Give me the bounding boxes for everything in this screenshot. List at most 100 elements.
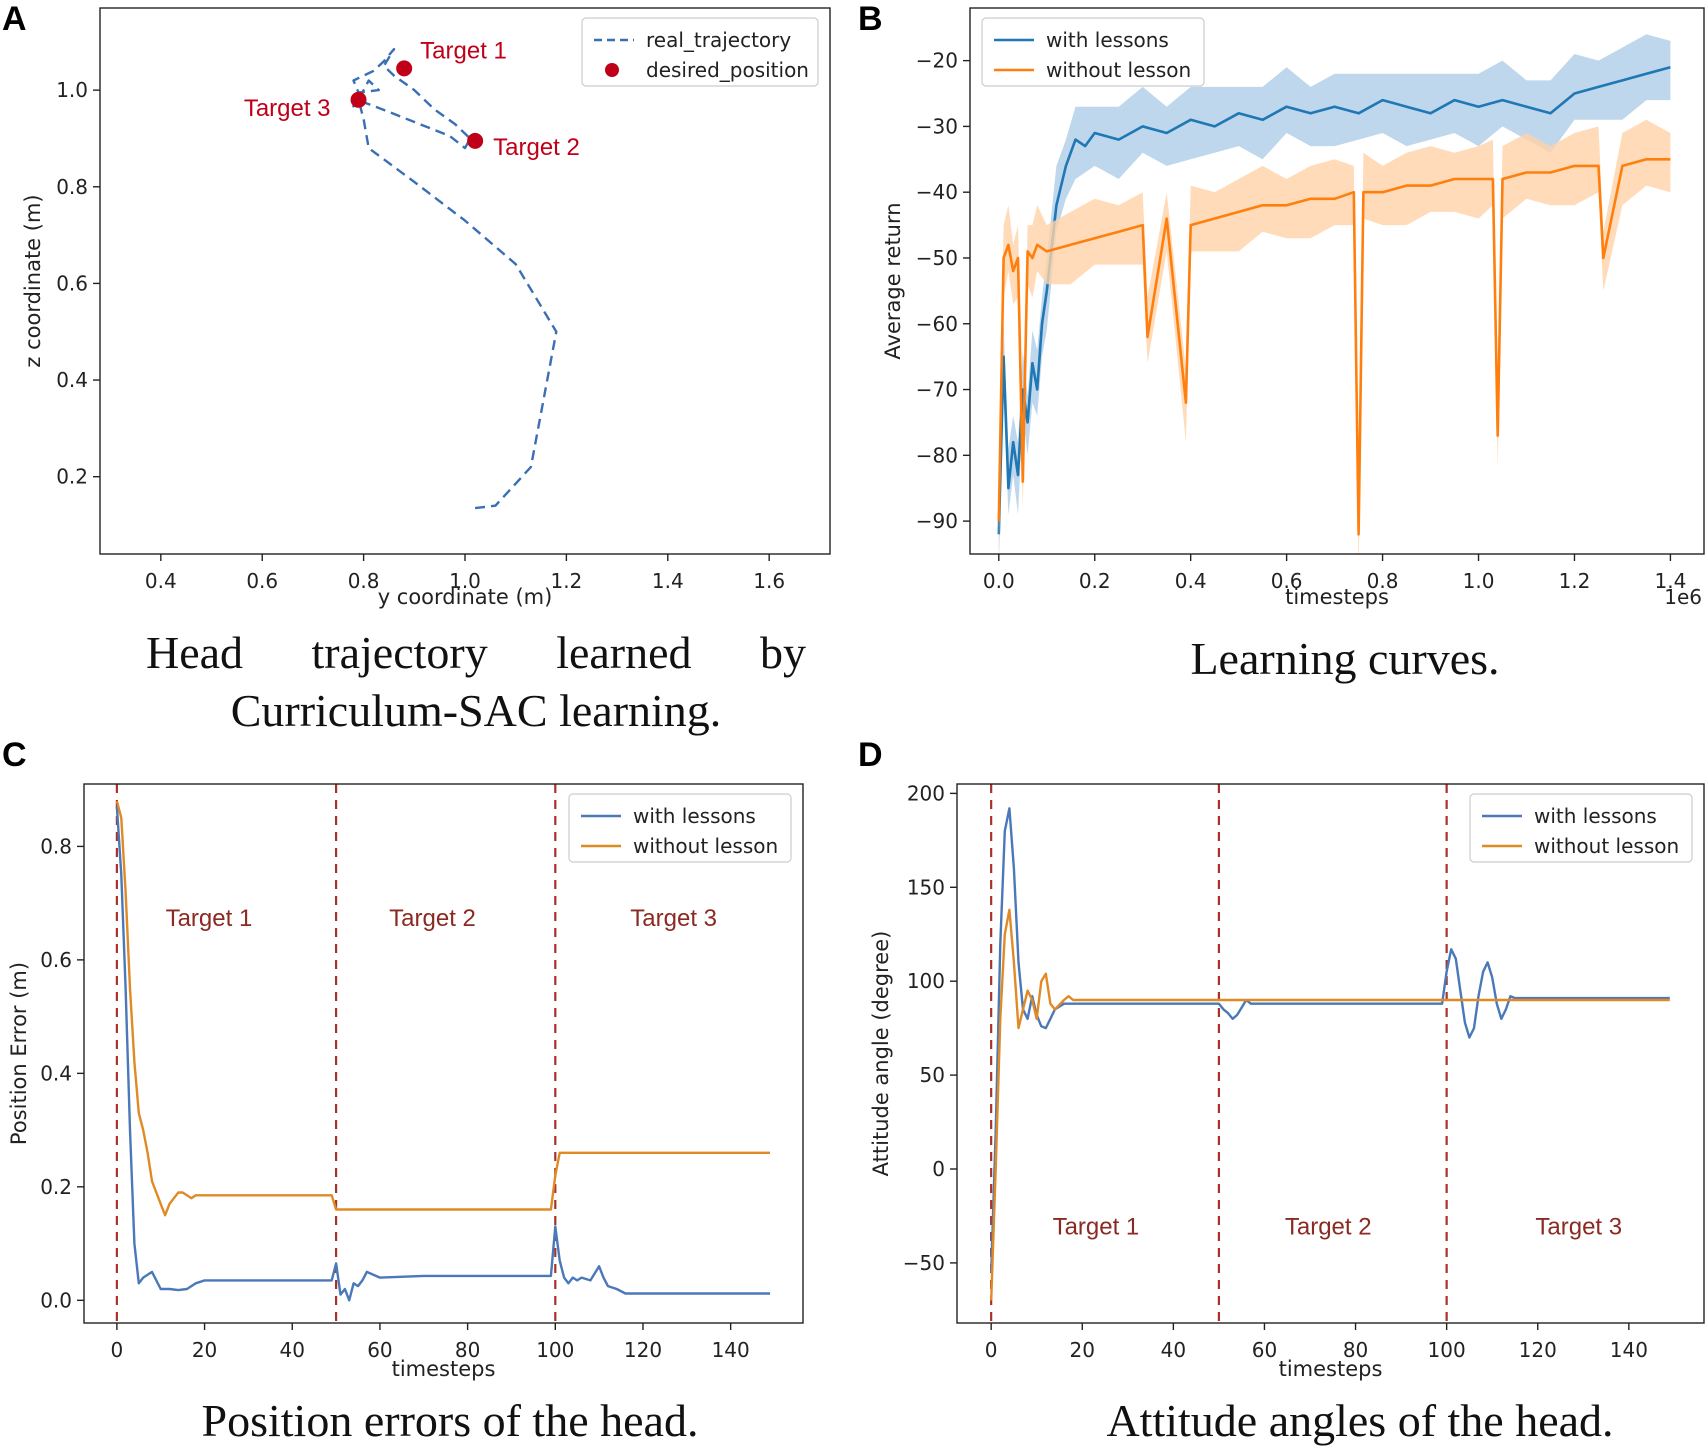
target-point-label: Target 1 — [420, 37, 507, 64]
legend-label: real_trajectory — [646, 28, 791, 52]
series-line-1 — [990, 807, 1670, 1273]
plot-area: Target 1 Target 2 Target 3 — [115, 784, 771, 1323]
y-tick-label: 0.0 — [40, 1288, 72, 1312]
axes-frame — [969, 7, 1705, 555]
legend-label: with lessons — [1534, 804, 1657, 828]
y-tick-label: −90 — [916, 509, 958, 533]
plot-area: Target 1 Target 2 Target 3 — [990, 784, 1670, 1323]
legend-marker — [605, 63, 619, 77]
y-tick-label: −20 — [916, 49, 958, 73]
x-tick-label: 0.8 — [348, 569, 380, 593]
y-tick-label: 0.4 — [56, 368, 88, 392]
y-axis-label: z coordinate (m) — [21, 194, 45, 367]
y-axis-label: Attitude angle (degree) — [869, 931, 893, 1177]
target-point-label: Target 3 — [244, 95, 331, 122]
axes-frame — [99, 7, 831, 555]
x-tick-label: 80 — [1343, 1338, 1368, 1362]
panel-label-c: C — [2, 736, 27, 774]
x-tick-label: 1.2 — [550, 569, 582, 593]
y-axis-label: Position Error (m) — [7, 962, 31, 1145]
y-tick-label: 1.0 — [56, 78, 88, 102]
region-label: Target 2 — [389, 905, 476, 932]
x-tick-label: 0.2 — [1079, 569, 1111, 593]
legend: with lessons without lesson — [568, 793, 792, 863]
series-band — [998, 34, 1671, 554]
x-tick-label: 1.4 — [1655, 569, 1687, 593]
y-tick-label: −30 — [916, 114, 958, 138]
x-tick-label: 0.6 — [1271, 569, 1303, 593]
legend-box — [568, 793, 792, 863]
region-label: Target 3 — [1535, 1214, 1622, 1241]
panel-b: 0.0 0.2 0.4 0.6 0.8 1.0 1.2 1.4 −20 −30 −40 −50 −60 −… — [881, 7, 1705, 609]
legend-box — [1469, 793, 1693, 863]
y-tick-label: 0.2 — [40, 1175, 72, 1199]
legend-label: without lesson — [1046, 58, 1191, 82]
panel-c: 0 20 40 60 80 100 120 140 0.0 0.2 0.4 0.6 0.8 timeste… — [7, 783, 804, 1381]
series-line-2 — [997, 158, 1671, 536]
x-tick-label: 20 — [1070, 1338, 1095, 1362]
x-tick-label: 0 — [111, 1338, 124, 1362]
desired-position-point — [467, 132, 484, 149]
region-label: Target 3 — [630, 905, 717, 932]
series-band — [998, 119, 1671, 554]
panel-d: 0 20 40 60 80 100 120 140 200 150 100 50 0 −50 timeste… — [869, 781, 1705, 1381]
series-line-1 — [347, 47, 558, 510]
panel-label-a: A — [2, 0, 27, 38]
desired-position-point — [396, 60, 413, 77]
panel-label-d: D — [858, 736, 883, 774]
y-tick-label: 0.8 — [56, 175, 88, 199]
x-tick-label: 100 — [536, 1338, 574, 1362]
legend-box — [581, 17, 819, 87]
series-line-1 — [115, 806, 771, 1302]
legend-label: with lessons — [1046, 28, 1169, 52]
x-tick-label: 20 — [192, 1338, 217, 1362]
y-tick-label: 0.2 — [56, 465, 88, 489]
plot-area — [997, 34, 1671, 554]
y-tick-label: 0 — [932, 1157, 945, 1181]
axes-frame — [956, 783, 1705, 1324]
series-line-1 — [997, 65, 1671, 535]
x-tick-label: 60 — [1252, 1338, 1277, 1362]
series-line-2 — [115, 800, 771, 1217]
y-tick-label: −50 — [916, 246, 958, 270]
y-tick-label: 0.6 — [56, 271, 88, 295]
x-tick-label: 1.2 — [1559, 569, 1591, 593]
x-axis-label: timesteps — [392, 1357, 496, 1381]
target-point-label: Target 2 — [493, 134, 580, 161]
x-tick-label: 80 — [455, 1338, 480, 1362]
x-tick-label: 100 — [1428, 1338, 1466, 1362]
y-tick-label: −50 — [903, 1251, 945, 1275]
x-axis-label: y coordinate (m) — [378, 585, 553, 609]
x-tick-label: 0.8 — [1367, 569, 1399, 593]
x-tick-label: 0.4 — [1175, 569, 1207, 593]
region-label: Target 2 — [1285, 1214, 1372, 1241]
axes-frame — [83, 783, 804, 1324]
legend-label: without lesson — [1534, 834, 1679, 858]
x-tick-label: 1.6 — [753, 569, 785, 593]
y-tick-label: −40 — [916, 180, 958, 204]
y-tick-label: 0.8 — [40, 834, 72, 858]
x-tick-label: 60 — [367, 1338, 392, 1362]
series-line-2 — [990, 908, 1670, 1301]
panel-label-b: B — [858, 0, 883, 38]
x-tick-label: 120 — [1519, 1338, 1557, 1362]
y-tick-label: −70 — [916, 378, 958, 402]
x-tick-label: 0 — [985, 1338, 998, 1362]
region-label: Target 1 — [1053, 1214, 1140, 1241]
x-axis-label: timesteps — [1279, 1357, 1383, 1381]
legend-label: with lessons — [633, 804, 756, 828]
caption-c: Position errors of the head. — [201, 1395, 699, 1446]
legend: with lessons without lesson — [981, 17, 1205, 87]
x-tick-label: 1.0 — [1463, 569, 1495, 593]
region-label: Target 1 — [166, 905, 253, 932]
x-tick-label: 140 — [712, 1338, 750, 1362]
legend: with lessons without lesson — [1469, 793, 1693, 863]
x-tick-label: 120 — [624, 1338, 662, 1362]
x-tick-label: 0.4 — [145, 569, 177, 593]
plot-area — [347, 47, 558, 510]
y-tick-label: 0.6 — [40, 948, 72, 972]
x-offset-label: 1e6 — [1664, 585, 1702, 609]
y-tick-label: 150 — [907, 875, 945, 899]
caption-d: Attitude angles of the head. — [1106, 1395, 1614, 1446]
x-tick-label: 1.4 — [652, 569, 684, 593]
